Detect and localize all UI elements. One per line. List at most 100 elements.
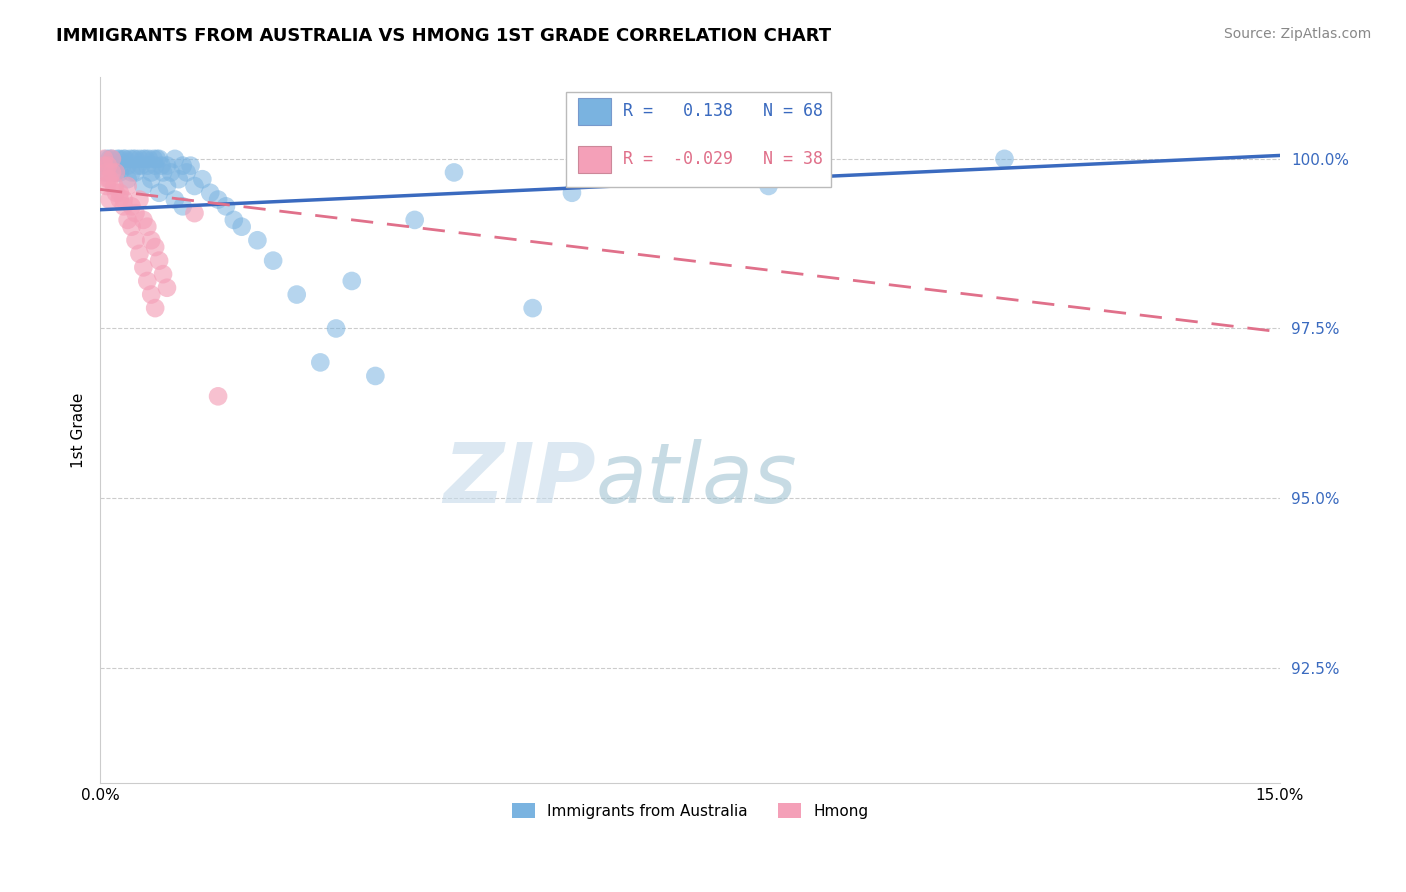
Point bbox=[148, 186, 170, 200]
Point bbox=[160, 165, 183, 179]
Text: atlas: atlas bbox=[596, 439, 797, 520]
Point bbox=[128, 247, 150, 261]
Text: R =   0.138   N = 68: R = 0.138 N = 68 bbox=[623, 103, 823, 120]
Point bbox=[93, 159, 115, 173]
Point bbox=[112, 199, 135, 213]
Point bbox=[132, 152, 155, 166]
Point bbox=[222, 213, 245, 227]
Point bbox=[132, 213, 155, 227]
Point bbox=[121, 199, 143, 213]
Point bbox=[101, 152, 124, 166]
Point bbox=[285, 287, 308, 301]
Point bbox=[172, 159, 194, 173]
Point bbox=[156, 159, 179, 173]
FancyBboxPatch shape bbox=[578, 146, 610, 173]
Point bbox=[117, 179, 139, 194]
Point bbox=[207, 193, 229, 207]
Text: R =  -0.029   N = 38: R = -0.029 N = 38 bbox=[623, 150, 823, 169]
Point bbox=[200, 186, 222, 200]
Point bbox=[180, 159, 202, 173]
Point bbox=[98, 172, 121, 186]
Point bbox=[172, 199, 194, 213]
Point bbox=[97, 159, 120, 173]
FancyBboxPatch shape bbox=[567, 92, 831, 186]
Point bbox=[148, 253, 170, 268]
Point bbox=[522, 301, 544, 315]
Point bbox=[128, 193, 150, 207]
Point bbox=[97, 172, 120, 186]
Point bbox=[112, 152, 135, 166]
Point bbox=[96, 152, 118, 166]
Point bbox=[132, 179, 155, 194]
Point bbox=[114, 152, 136, 166]
Point bbox=[758, 179, 780, 194]
Point bbox=[104, 186, 127, 200]
Point bbox=[104, 165, 127, 179]
Point bbox=[152, 165, 174, 179]
Point bbox=[215, 199, 238, 213]
Point bbox=[124, 233, 146, 247]
Point bbox=[118, 152, 141, 166]
Point bbox=[364, 368, 387, 383]
Point bbox=[207, 389, 229, 403]
Point bbox=[156, 179, 179, 194]
Point bbox=[142, 152, 165, 166]
Point bbox=[309, 355, 332, 369]
Y-axis label: 1st Grade: 1st Grade bbox=[72, 392, 86, 468]
Point bbox=[183, 179, 205, 194]
Point bbox=[121, 165, 143, 179]
Point bbox=[138, 152, 160, 166]
Point bbox=[127, 159, 149, 173]
Point bbox=[96, 179, 118, 194]
Point bbox=[103, 179, 125, 194]
Point bbox=[107, 152, 129, 166]
Point bbox=[167, 172, 190, 186]
Point bbox=[141, 287, 163, 301]
Point bbox=[124, 165, 146, 179]
Point bbox=[143, 240, 166, 254]
Point bbox=[129, 159, 152, 173]
Point bbox=[135, 152, 157, 166]
Point bbox=[443, 165, 465, 179]
Point bbox=[136, 159, 159, 173]
Point bbox=[101, 152, 124, 166]
Point bbox=[132, 260, 155, 275]
Text: Source: ZipAtlas.com: Source: ZipAtlas.com bbox=[1223, 27, 1371, 41]
Point bbox=[163, 193, 186, 207]
Point bbox=[108, 193, 131, 207]
Point bbox=[104, 165, 127, 179]
Point bbox=[108, 165, 131, 179]
Point bbox=[163, 152, 186, 166]
Point bbox=[183, 206, 205, 220]
Point bbox=[145, 152, 167, 166]
Point bbox=[101, 159, 124, 173]
Point bbox=[124, 206, 146, 220]
Point bbox=[993, 152, 1015, 166]
Point bbox=[148, 152, 170, 166]
Point bbox=[128, 152, 150, 166]
Point bbox=[122, 152, 145, 166]
Point bbox=[117, 159, 139, 173]
Point bbox=[325, 321, 347, 335]
Point bbox=[231, 219, 253, 234]
Point bbox=[340, 274, 363, 288]
Legend: Immigrants from Australia, Hmong: Immigrants from Australia, Hmong bbox=[506, 797, 875, 825]
Point bbox=[117, 213, 139, 227]
Point bbox=[93, 165, 115, 179]
Point bbox=[150, 159, 173, 173]
Point bbox=[112, 193, 135, 207]
Point bbox=[117, 172, 139, 186]
Point bbox=[141, 233, 163, 247]
Point bbox=[121, 219, 143, 234]
Point bbox=[141, 165, 163, 179]
Point bbox=[108, 152, 131, 166]
Text: ZIP: ZIP bbox=[443, 439, 596, 520]
Point bbox=[191, 172, 214, 186]
Point bbox=[124, 152, 146, 166]
Point bbox=[97, 159, 120, 173]
Point bbox=[561, 186, 583, 200]
Point bbox=[101, 165, 124, 179]
Text: IMMIGRANTS FROM AUSTRALIA VS HMONG 1ST GRADE CORRELATION CHART: IMMIGRANTS FROM AUSTRALIA VS HMONG 1ST G… bbox=[56, 27, 831, 45]
Point bbox=[136, 219, 159, 234]
Point bbox=[176, 165, 198, 179]
